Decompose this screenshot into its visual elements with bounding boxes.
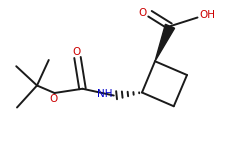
Text: O: O: [49, 93, 58, 104]
Text: O: O: [72, 47, 80, 57]
Text: NH: NH: [97, 89, 113, 99]
Text: O: O: [138, 8, 146, 18]
Text: OH: OH: [199, 9, 215, 20]
Polygon shape: [155, 24, 174, 61]
